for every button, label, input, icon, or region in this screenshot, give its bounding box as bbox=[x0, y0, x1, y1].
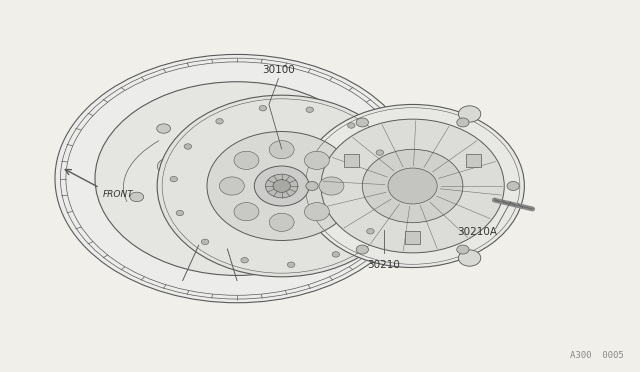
Ellipse shape bbox=[55, 54, 419, 303]
Ellipse shape bbox=[226, 171, 248, 186]
Ellipse shape bbox=[170, 176, 177, 182]
Ellipse shape bbox=[202, 239, 209, 244]
Ellipse shape bbox=[254, 166, 309, 206]
Ellipse shape bbox=[387, 183, 394, 189]
Bar bbox=[466, 154, 481, 167]
Ellipse shape bbox=[457, 245, 469, 254]
Ellipse shape bbox=[385, 197, 392, 202]
Ellipse shape bbox=[259, 106, 267, 111]
Ellipse shape bbox=[207, 132, 356, 240]
Ellipse shape bbox=[269, 213, 294, 231]
Ellipse shape bbox=[319, 177, 344, 195]
Ellipse shape bbox=[356, 245, 369, 254]
Ellipse shape bbox=[458, 106, 481, 122]
Ellipse shape bbox=[362, 149, 463, 223]
Ellipse shape bbox=[234, 151, 259, 169]
Ellipse shape bbox=[130, 192, 144, 202]
Ellipse shape bbox=[242, 215, 268, 233]
Ellipse shape bbox=[507, 182, 519, 190]
Text: 30210A: 30210A bbox=[458, 227, 497, 237]
Ellipse shape bbox=[95, 82, 379, 275]
Ellipse shape bbox=[356, 118, 369, 127]
Ellipse shape bbox=[367, 228, 374, 234]
Bar bbox=[344, 154, 360, 167]
Ellipse shape bbox=[301, 105, 524, 267]
Ellipse shape bbox=[273, 137, 299, 154]
Ellipse shape bbox=[376, 150, 383, 155]
Ellipse shape bbox=[184, 144, 191, 149]
Ellipse shape bbox=[241, 257, 248, 263]
Text: 30100: 30100 bbox=[262, 65, 295, 75]
Ellipse shape bbox=[321, 119, 504, 253]
Ellipse shape bbox=[204, 242, 217, 252]
Ellipse shape bbox=[348, 123, 355, 128]
Ellipse shape bbox=[216, 119, 223, 124]
Ellipse shape bbox=[305, 203, 330, 221]
Ellipse shape bbox=[176, 210, 184, 216]
Ellipse shape bbox=[332, 252, 340, 257]
Ellipse shape bbox=[458, 250, 481, 266]
Ellipse shape bbox=[211, 161, 262, 196]
Ellipse shape bbox=[157, 95, 406, 277]
Text: A300  0005: A300 0005 bbox=[570, 351, 623, 360]
Ellipse shape bbox=[257, 106, 271, 115]
Ellipse shape bbox=[269, 141, 294, 159]
Text: FRONT: FRONT bbox=[103, 190, 134, 199]
Ellipse shape bbox=[287, 262, 295, 267]
Ellipse shape bbox=[306, 182, 318, 190]
Ellipse shape bbox=[157, 158, 183, 175]
Ellipse shape bbox=[157, 124, 170, 133]
Ellipse shape bbox=[306, 107, 314, 112]
Bar bbox=[404, 231, 420, 244]
Ellipse shape bbox=[457, 118, 469, 127]
Ellipse shape bbox=[273, 180, 291, 192]
Ellipse shape bbox=[266, 174, 298, 198]
Ellipse shape bbox=[303, 224, 317, 233]
Ellipse shape bbox=[330, 155, 344, 165]
Ellipse shape bbox=[234, 203, 259, 221]
Text: 30210: 30210 bbox=[367, 260, 400, 270]
Ellipse shape bbox=[287, 178, 310, 194]
Ellipse shape bbox=[388, 168, 437, 204]
Ellipse shape bbox=[305, 151, 330, 169]
Ellipse shape bbox=[220, 177, 244, 195]
